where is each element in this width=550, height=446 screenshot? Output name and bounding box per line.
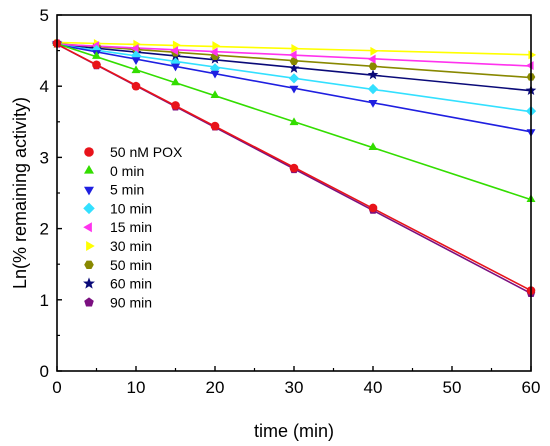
y-tick-label: 0	[40, 362, 49, 381]
data-point	[210, 90, 220, 99]
data-point	[291, 44, 300, 53]
data-point	[131, 65, 141, 74]
data-point	[210, 121, 220, 131]
legend-label: 10 min	[110, 200, 152, 216]
data-point	[172, 40, 181, 50]
data-point	[288, 73, 300, 84]
y-tick-label: 4	[40, 77, 49, 96]
legend-marker	[84, 186, 94, 196]
legend-marker	[84, 147, 94, 157]
legend-marker	[84, 297, 94, 307]
axes: 0 10 20 30 40 50 60 0 1 2 3 4 5	[40, 6, 541, 397]
x-tick-label: 60	[522, 378, 541, 397]
data-point	[367, 54, 376, 64]
data-point	[92, 51, 101, 59]
data-point	[91, 44, 102, 56]
data-point	[368, 142, 378, 151]
legend-label: 50 nM POX	[110, 144, 183, 160]
data-point	[210, 70, 220, 79]
data-point	[289, 163, 299, 173]
data-point	[289, 117, 299, 126]
legend-marker	[84, 165, 94, 174]
data-point	[170, 46, 179, 56]
y-tick-label: 5	[40, 6, 49, 25]
legend-marker	[84, 260, 94, 269]
data-point	[525, 61, 534, 71]
legend-label: 0 min	[110, 163, 144, 179]
x-tick-label: 20	[206, 378, 225, 397]
legend-label: 15 min	[110, 219, 152, 235]
data-point	[92, 60, 101, 70]
data-point	[368, 203, 378, 213]
legend-marker	[83, 202, 95, 215]
data-point	[367, 83, 379, 95]
x-tick-label: 40	[364, 378, 383, 397]
legend-marker	[83, 222, 92, 233]
legend-label: 90 min	[110, 294, 152, 310]
data-point	[171, 63, 180, 72]
legend-marker	[83, 277, 95, 289]
data-point	[368, 100, 378, 108]
data-point	[288, 50, 297, 60]
data-point	[130, 44, 139, 53]
legend-label: 50 min	[110, 257, 152, 273]
data-point	[289, 57, 299, 65]
data-point	[368, 62, 378, 70]
data-point	[370, 46, 379, 56]
data-point	[171, 77, 180, 86]
legend: 50 nM POX 0 min 5 min 10 min 15 min 30 min 50 …	[83, 144, 183, 310]
legend-label: 60 min	[110, 276, 152, 292]
x-tick-label: 0	[52, 378, 61, 397]
data-point	[367, 69, 379, 80]
legend-marker	[86, 241, 95, 251]
legend-label: 30 min	[110, 238, 152, 254]
data-point	[131, 81, 141, 91]
data-point	[289, 85, 299, 94]
x-tick-label: 10	[127, 378, 146, 397]
x-tick-label: 30	[285, 378, 304, 397]
y-tick-label: 1	[40, 291, 49, 310]
x-tick-label: 50	[443, 378, 462, 397]
legend-label: 5 min	[110, 182, 144, 198]
data-point	[209, 47, 218, 57]
data-point	[288, 62, 300, 73]
data-point	[131, 57, 141, 66]
data-point	[171, 101, 180, 110]
y-axis-title: Ln(% remaining activity)	[10, 97, 30, 289]
data-point	[212, 41, 221, 51]
data-point	[528, 50, 537, 60]
y-tick-label: 2	[40, 220, 49, 239]
x-axis-title: time (min)	[254, 421, 334, 441]
y-tick-label: 3	[40, 148, 49, 167]
